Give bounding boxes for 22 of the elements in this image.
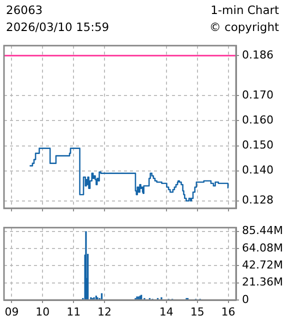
y-tick-label: 0.186 xyxy=(242,48,274,62)
x-tick-label: 15 xyxy=(190,305,204,318)
x-tick-label: 10 xyxy=(36,305,50,318)
y-tick-label: 21.36M xyxy=(242,276,283,289)
y-tick-label: 0 xyxy=(242,292,249,306)
text: © copyright xyxy=(209,20,279,34)
y-tick-label: 64.08M xyxy=(242,241,283,254)
y-tick-label: 42.72M xyxy=(242,258,283,272)
y-tick-label: 0.160 xyxy=(242,114,274,127)
x-tick-label: 11 xyxy=(66,305,81,318)
chart-title: 26063 xyxy=(6,3,43,17)
x-tick-label: 12 xyxy=(98,305,112,318)
y-tick-label: 0.140 xyxy=(242,164,274,177)
y-tick-label: 85.44M xyxy=(242,224,283,238)
x-tick-label: 16 xyxy=(221,305,236,318)
y-tick-label: 0.128 xyxy=(242,194,274,207)
y-tick-label: 0.150 xyxy=(242,138,274,152)
x-tick-label: 14 xyxy=(159,305,174,318)
chart-subtitle: 2026/03/10 15:59 xyxy=(6,20,110,34)
x-tick-label: 09 xyxy=(4,305,19,318)
text: 1-min Chart xyxy=(210,3,279,17)
y-tick-label: 0.170 xyxy=(242,88,274,102)
